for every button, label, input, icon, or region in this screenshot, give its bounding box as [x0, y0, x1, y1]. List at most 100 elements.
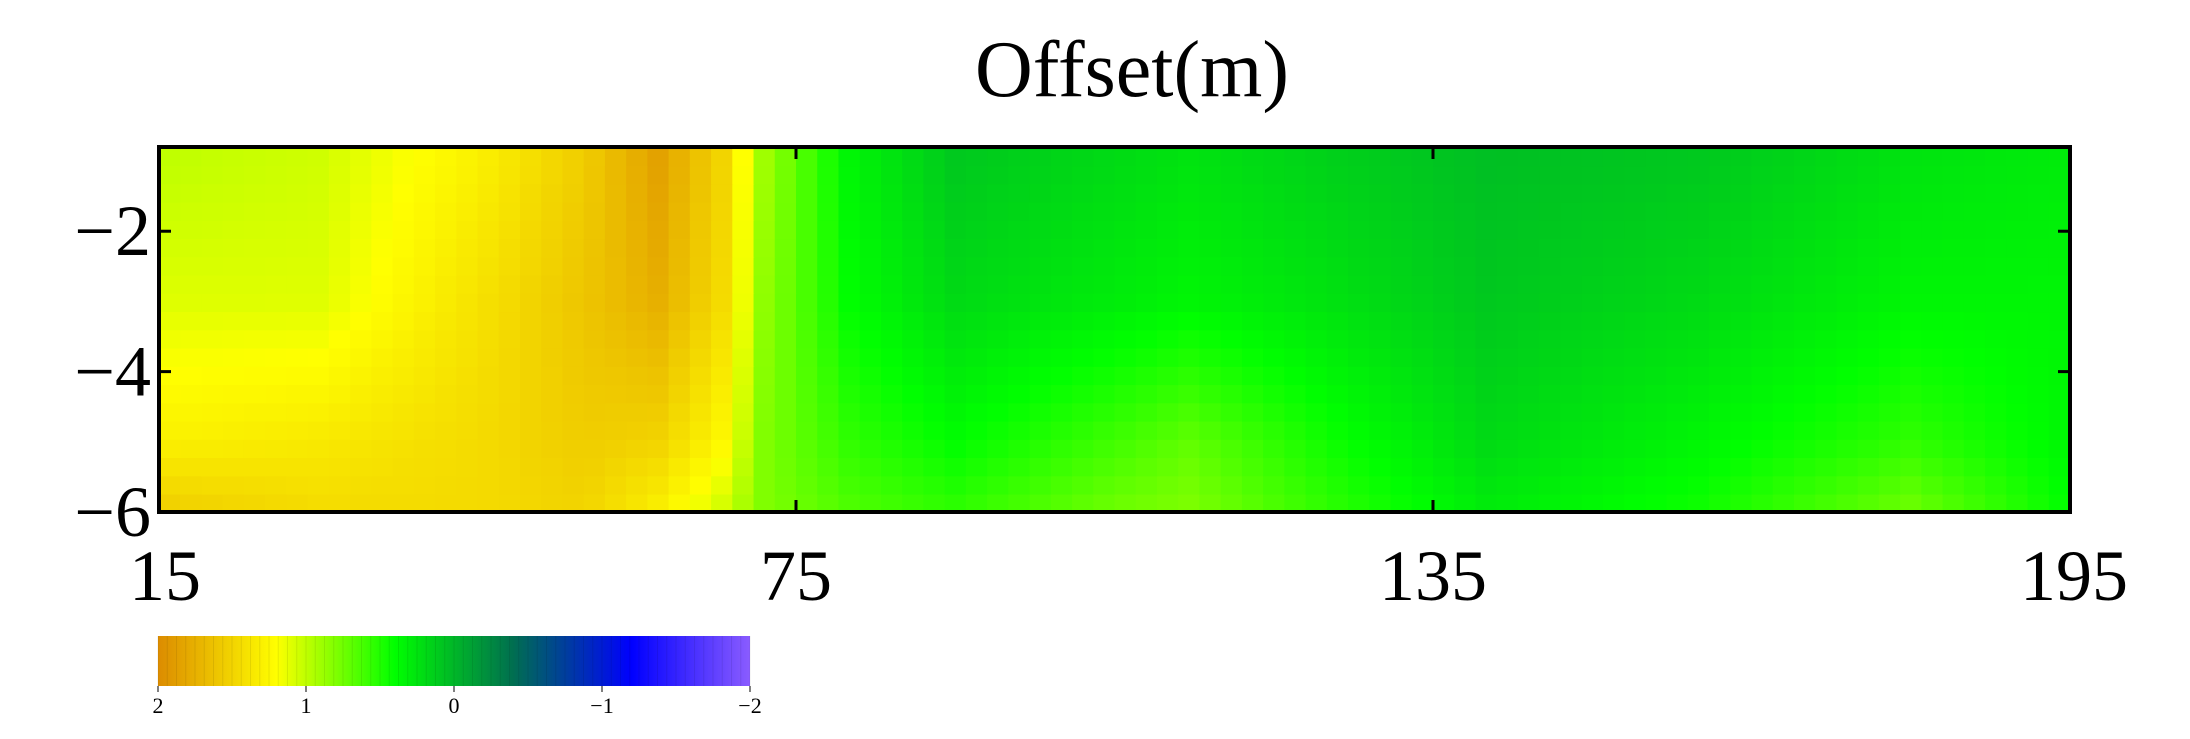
- heatmap-cell: [222, 420, 245, 440]
- heatmap-cell: [1029, 329, 1052, 349]
- heatmap-cell: [1390, 493, 1413, 512]
- heatmap-cell: [1751, 384, 1774, 404]
- heatmap-cell: [1687, 402, 1710, 422]
- heatmap-cell: [1454, 238, 1477, 258]
- heatmap-cell: [1517, 165, 1540, 185]
- heatmap-cell: [1878, 366, 1901, 386]
- heatmap-cell: [498, 420, 521, 440]
- heatmap-cell: [1050, 183, 1073, 203]
- heatmap-cell: [1793, 220, 1816, 240]
- heatmap-cell: [1263, 347, 1286, 367]
- heatmap-cell: [2006, 329, 2029, 349]
- heatmap-cell: [1369, 475, 1392, 495]
- heatmap-cell: [2048, 201, 2070, 221]
- heatmap-cell: [1793, 201, 1816, 221]
- heatmap-cell: [668, 402, 691, 422]
- heatmap-cell: [1857, 311, 1880, 331]
- heatmap-cell: [1156, 402, 1179, 422]
- heatmap-cell: [1963, 220, 1986, 240]
- heatmap-cell: [1348, 475, 1371, 495]
- heatmap-cell: [286, 293, 309, 313]
- heatmap-cell: [689, 475, 712, 495]
- heatmap-cell: [1199, 238, 1222, 258]
- heatmap-cell: [519, 201, 542, 221]
- heatmap-cell: [626, 420, 649, 440]
- heatmap-cell: [796, 201, 819, 221]
- heatmap-cell: [541, 475, 564, 495]
- heatmap-cell: [2048, 238, 2070, 258]
- heatmap-cell: [753, 420, 776, 440]
- heatmap-cell: [1942, 402, 1965, 422]
- heatmap-cell: [1581, 493, 1604, 512]
- heatmap-cell: [1326, 293, 1349, 313]
- heatmap-cell: [1942, 201, 1965, 221]
- heatmap-cell: [1687, 274, 1710, 294]
- heatmap-cell: [987, 201, 1010, 221]
- heatmap-cell: [1687, 147, 1710, 167]
- heatmap-cell: [1093, 147, 1116, 167]
- heatmap-cell: [923, 347, 946, 367]
- heatmap-cell: [2048, 457, 2070, 477]
- heatmap-cell: [1411, 147, 1434, 167]
- heatmap-cell: [1963, 475, 1986, 495]
- heatmap-cell: [1135, 457, 1158, 477]
- heatmap-cell: [923, 274, 946, 294]
- heatmap-cell: [371, 366, 394, 386]
- heatmap-cell: [159, 402, 182, 422]
- heatmap-cell: [1709, 366, 1732, 386]
- heatmap-cell: [180, 384, 203, 404]
- heatmap-cell: [328, 384, 351, 404]
- heatmap-cell: [1900, 475, 1923, 495]
- heatmap-cell: [1921, 220, 1944, 240]
- heatmap-cell: [796, 147, 819, 167]
- heatmap-cell: [1687, 238, 1710, 258]
- heatmap-cell: [1517, 274, 1540, 294]
- heatmap-cell: [1772, 256, 1795, 276]
- heatmap-cell: [1496, 238, 1519, 258]
- heatmap-cell: [201, 366, 224, 386]
- heatmap-cell: [1305, 293, 1328, 313]
- heatmap-cell: [1517, 493, 1540, 512]
- heatmap-cell: [1709, 183, 1732, 203]
- heatmap-cell: [1815, 329, 1838, 349]
- heatmap-cell: [1411, 220, 1434, 240]
- heatmap-cell: [307, 220, 330, 240]
- heatmap-cell: [1581, 256, 1604, 276]
- heatmap-cell: [626, 220, 649, 240]
- heatmap-cell: [222, 201, 245, 221]
- heatmap-cell: [1666, 439, 1689, 459]
- heatmap-cell: [1963, 183, 1986, 203]
- heatmap-cell: [541, 201, 564, 221]
- heatmap-cell: [350, 457, 373, 477]
- heatmap-cell: [371, 201, 394, 221]
- heatmap-cell: [392, 475, 415, 495]
- heatmap-cell: [498, 293, 521, 313]
- heatmap-cell: [1942, 274, 1965, 294]
- heatmap-cell: [477, 402, 500, 422]
- heatmap-cell: [583, 147, 606, 167]
- heatmap-cell: [817, 256, 840, 276]
- heatmap-cell: [1963, 147, 1986, 167]
- heatmap-cell: [923, 220, 946, 240]
- heatmap-cell: [477, 165, 500, 185]
- heatmap-cell: [711, 366, 734, 386]
- heatmap-cell: [1029, 220, 1052, 240]
- heatmap-cell: [1963, 311, 1986, 331]
- heatmap-cell: [1645, 493, 1668, 512]
- heatmap-cell: [562, 311, 585, 331]
- heatmap-cell: [2048, 329, 2070, 349]
- heatmap-cell: [604, 384, 627, 404]
- heatmap-cell: [1878, 384, 1901, 404]
- heatmap-cell: [1178, 329, 1201, 349]
- heatmap-cell: [159, 457, 182, 477]
- heatmap-cell: [583, 256, 606, 276]
- heatmap-cell: [1560, 329, 1583, 349]
- heatmap-cell: [1454, 493, 1477, 512]
- heatmap-cell: [1985, 311, 2008, 331]
- heatmap-cell: [413, 311, 436, 331]
- heatmap-cell: [2027, 274, 2050, 294]
- heatmap-cell: [1730, 238, 1753, 258]
- heatmap-cell: [1072, 347, 1095, 367]
- heatmap-cell: [1900, 274, 1923, 294]
- heatmap-cell: [265, 402, 288, 422]
